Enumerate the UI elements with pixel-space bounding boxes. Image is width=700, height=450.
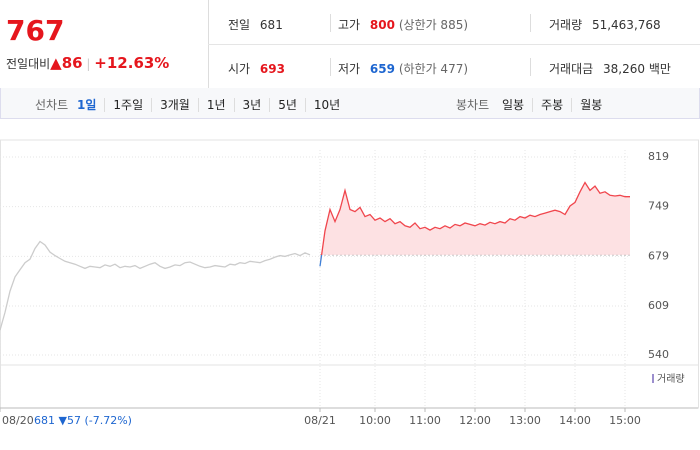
tab[interactable]: 주봉: [541, 98, 573, 112]
stat-label: 고가: [338, 18, 361, 32]
volume-legend-swatch: [652, 374, 654, 383]
area: [320, 182, 630, 267]
tab[interactable]: 5년: [278, 98, 306, 112]
x-tick-label: 15:00: [609, 414, 641, 427]
stat: 저가 659 (하한가 477): [338, 60, 468, 77]
y-tick-label: 609: [648, 299, 669, 312]
tab[interactable]: 1일: [77, 98, 106, 112]
y-tick-label: 819: [648, 150, 669, 163]
divider: [530, 14, 531, 32]
volume-legend: 거래량: [657, 373, 685, 385]
x-tick-label: 14:00: [559, 414, 591, 427]
header: 767 전일대비▲86 | +12.63% 전일 681 고가 800 (상한가…: [0, 0, 700, 89]
tab[interactable]: 월봉: [580, 98, 603, 112]
y-tick-label: 679: [648, 249, 669, 262]
tab[interactable]: 일봉: [502, 98, 534, 112]
tab-bar: 선차트 1일 1주일 3개월 1년 3년 5년 10년 봉차트 일봉 주봉 월봉: [0, 88, 700, 119]
tab-group: 일봉 주봉 월봉: [502, 96, 618, 113]
price: 767: [6, 14, 65, 47]
stat-label: 시가: [228, 62, 251, 76]
price-line: [319, 181, 630, 267]
stat-value: 693: [259, 62, 285, 76]
stat-value: 800: [369, 18, 395, 32]
tab[interactable]: 1년: [206, 98, 235, 112]
change-value: ▲86: [50, 54, 83, 72]
prev-day-info: 681 ▼57 (-7.72%): [34, 414, 132, 427]
stat: 거래대금 38,260 백만: [549, 60, 671, 77]
stat-note: (하한가 477): [398, 62, 469, 76]
x-tick-label: 12:00: [459, 414, 491, 427]
x-tick-label: 08/21: [304, 414, 336, 427]
stat-value: 681: [259, 18, 283, 32]
tab-group-label: 봉차트: [456, 98, 490, 112]
stat: 거래량 51,463,768: [549, 16, 661, 33]
divider: [208, 44, 700, 45]
tab[interactable]: 1주일: [113, 98, 153, 112]
x-tick-label: 08/20: [2, 414, 34, 427]
prev-rate: (-7.72%): [84, 414, 132, 427]
divider: [330, 58, 331, 76]
stat: 전일 681: [228, 16, 283, 33]
tab[interactable]: 3개월: [160, 98, 199, 112]
prev-change: ▼57: [58, 414, 81, 427]
stat-label: 저가: [338, 62, 361, 76]
stat-value: 51,463,768: [591, 18, 661, 32]
change-label: 전일대비: [6, 57, 51, 71]
stat: 시가 693: [228, 60, 285, 77]
stat-note: (상한가 885): [398, 18, 469, 32]
tab-group-label: 선차트: [35, 98, 69, 112]
x-tick-label: 13:00: [509, 414, 541, 427]
divider: [330, 14, 331, 32]
stat-unit: 백만: [648, 62, 671, 76]
plot-frame: [0, 139, 699, 409]
tab[interactable]: 10년: [313, 98, 341, 112]
price-line: [0, 240, 311, 331]
tab-group: 1일 1주일 3개월 1년 3년 5년 10년: [77, 96, 356, 113]
y-tick-label: 540: [648, 348, 669, 361]
x-tick-label: 11:00: [409, 414, 441, 427]
prev-close: 681: [34, 414, 55, 427]
stat-value: 659: [369, 62, 395, 76]
stat: 고가 800 (상한가 885): [338, 16, 468, 33]
stat-label: 거래대금: [549, 62, 594, 76]
stat-label: 전일: [228, 18, 251, 32]
divider: [530, 58, 531, 76]
x-tick-label: 10:00: [359, 414, 391, 427]
stat-value: 38,260: [603, 62, 645, 76]
change-rate: +12.63%: [94, 54, 170, 72]
change: 전일대비▲86 | +12.63%: [6, 54, 170, 72]
tab[interactable]: 3년: [242, 98, 271, 112]
y-tick-label: 749: [648, 200, 669, 213]
stat-label: 거래량: [549, 18, 583, 32]
